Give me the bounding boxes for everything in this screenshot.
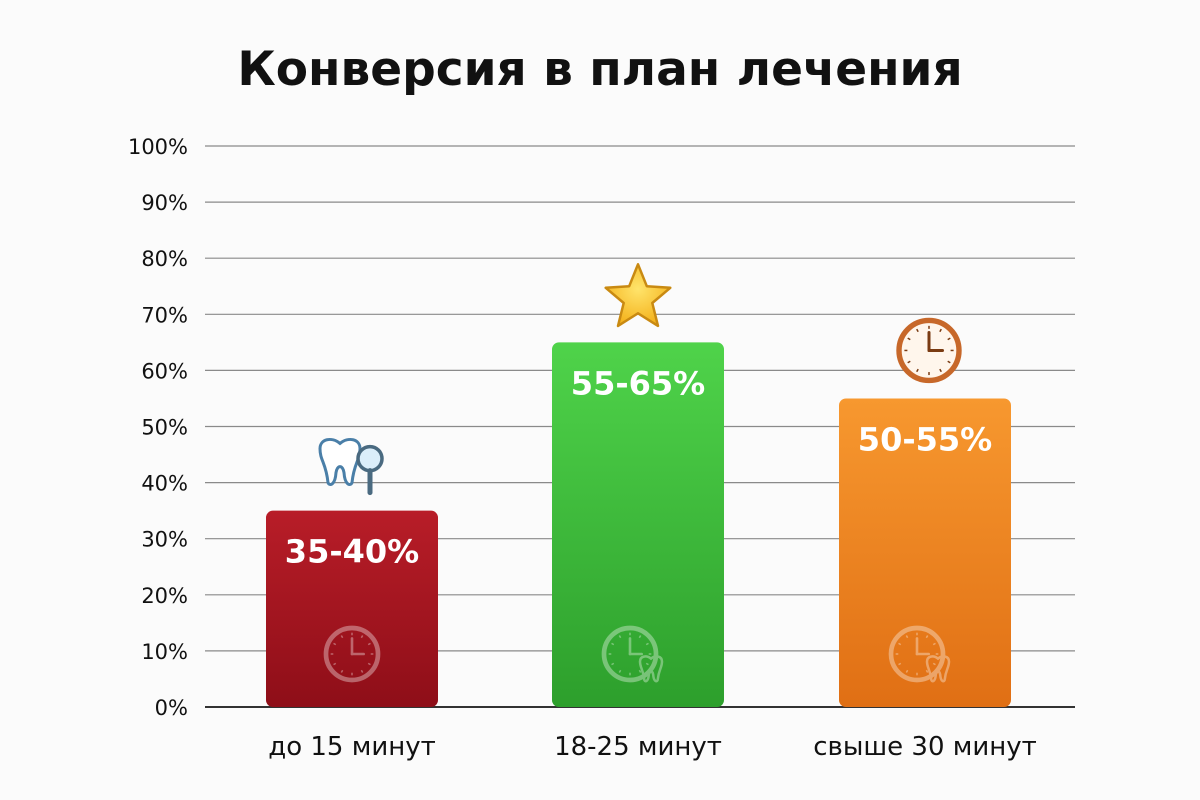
y-tick-label: 60% <box>141 359 188 383</box>
bar <box>552 342 724 707</box>
y-tick-label: 20% <box>141 584 188 608</box>
y-tick-label: 100% <box>128 135 188 159</box>
y-tick-label: 30% <box>141 528 188 552</box>
bar-value-label: 55-65% <box>571 364 705 402</box>
y-tick-label: 10% <box>141 640 188 664</box>
y-tick-label: 0% <box>155 696 188 720</box>
bar-value-label: 35-40% <box>285 533 419 571</box>
bars: 35-40% 55-65% 50-55% <box>266 263 1011 707</box>
bar <box>839 398 1011 707</box>
bar-group: 50-55% <box>839 317 1011 707</box>
bar-value-label: 50-55% <box>858 420 992 458</box>
y-tick-label: 80% <box>141 247 188 271</box>
clock-tooth-icon <box>888 625 951 683</box>
clock-tooth-icon <box>601 625 664 683</box>
bar <box>266 510 438 707</box>
y-tick-label: 40% <box>141 472 188 496</box>
star-icon <box>604 263 672 328</box>
bar-group: 55-65% <box>552 263 724 707</box>
clock-icon <box>323 625 381 683</box>
y-tick-label: 50% <box>141 416 188 440</box>
y-axis-ticks: 0% 10% 20% 30% 40% 50% 60% 70% 80% 90% 100% <box>128 135 188 720</box>
x-axis-categories: до 15 минут 18-25 минут свыше 30 минут <box>268 732 1037 762</box>
chart-title: Конверсия в план лечения <box>237 42 962 97</box>
x-category-label: свыше 30 минут <box>813 732 1037 762</box>
x-category-label: 18-25 минут <box>554 732 722 762</box>
y-tick-label: 90% <box>141 191 188 215</box>
clock-icon <box>896 317 962 384</box>
tooth-magnifier-icon <box>318 437 384 496</box>
y-tick-label: 70% <box>141 303 188 327</box>
bar-group: 35-40% <box>266 437 438 707</box>
x-category-label: до 15 минут <box>268 732 436 762</box>
